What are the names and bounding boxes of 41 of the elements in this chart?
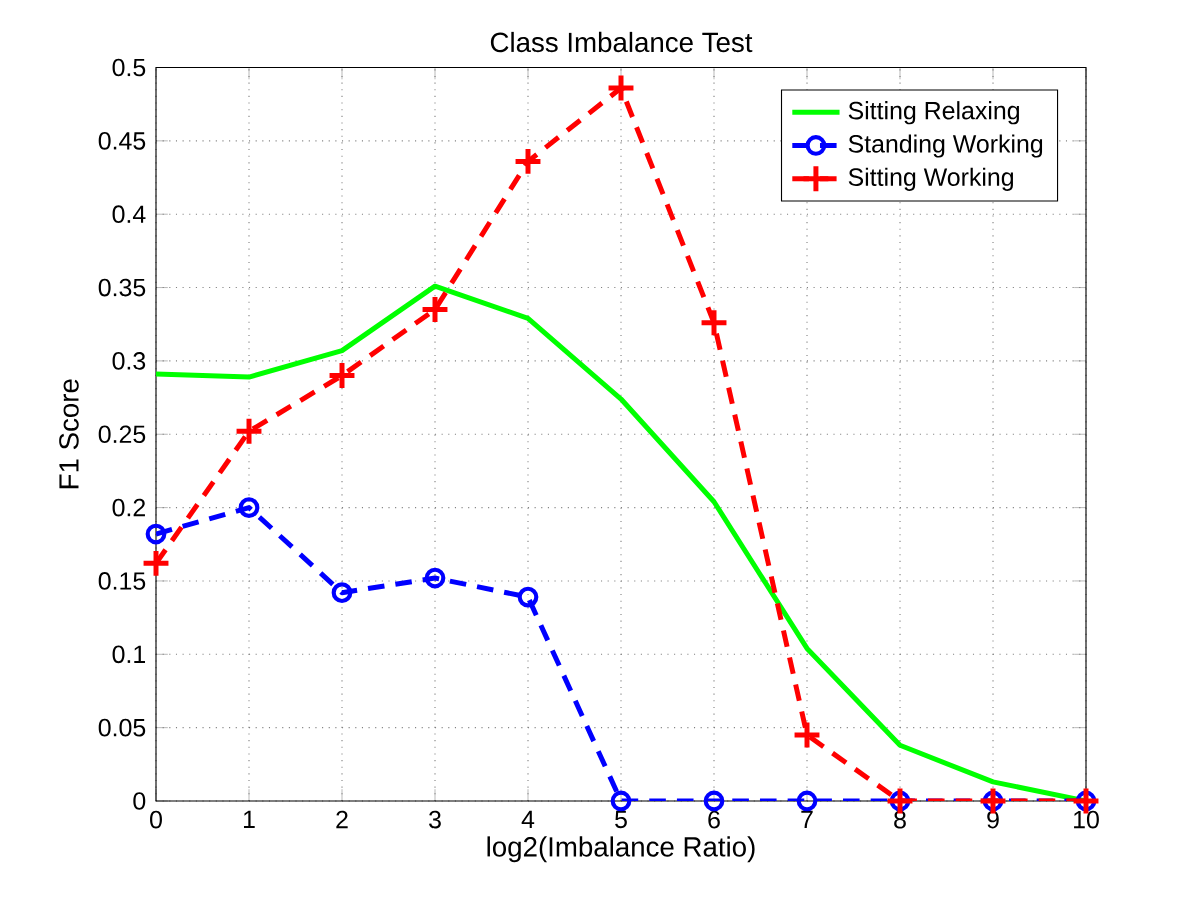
- legend-label: Sitting Working: [848, 167, 1013, 191]
- point: [331, 582, 353, 604]
- chart-title: Class Imbalance Test: [490, 31, 753, 53]
- x-tick-label: 3: [429, 810, 441, 829]
- point: [143, 550, 169, 576]
- point: [796, 790, 818, 812]
- x-tick-label: 1: [243, 810, 255, 828]
- point: [329, 363, 355, 389]
- point: [236, 418, 262, 444]
- y-tick-label: 0.4: [112, 205, 146, 224]
- x-tick-label: 7: [801, 810, 813, 828]
- y-tick-label: 0.35: [98, 278, 146, 297]
- point: [515, 148, 541, 174]
- legend-label: Standing Working: [848, 134, 1043, 158]
- y-tick-label: 0.15: [98, 572, 146, 590]
- legend-label: Sitting Relaxing: [848, 101, 1019, 125]
- y-tick-label: 0.1: [112, 645, 146, 664]
- point: [610, 790, 632, 812]
- x-axis-title: log2(Imbalance Ratio): [487, 836, 755, 863]
- y-tick-label: 0.05: [98, 718, 146, 737]
- point: [422, 297, 448, 323]
- y-tick-label: 0.2: [112, 498, 145, 517]
- x-tick-label: 5: [615, 810, 627, 829]
- y-axis-title: F1 Score: [59, 379, 79, 489]
- x-tick-label: 4: [521, 810, 535, 828]
- point: [517, 586, 539, 608]
- point: [424, 567, 446, 589]
- point: [145, 523, 167, 545]
- x-tick-label: 2: [336, 810, 348, 829]
- x-tick-label: 6: [708, 810, 720, 829]
- point: [608, 75, 634, 101]
- y-tick-label: 0.3: [112, 352, 146, 370]
- x-tick-label: 10: [1074, 810, 1099, 829]
- y-tick-label: 0.25: [98, 425, 146, 444]
- y-tick-label: 0.5: [112, 58, 146, 77]
- point: [701, 310, 727, 336]
- y-tick-label: 0.45: [98, 132, 146, 150]
- point: [703, 790, 725, 812]
- x-tick-label: 0: [150, 810, 162, 829]
- point: [238, 497, 260, 518]
- y-tick-label: 0: [133, 792, 146, 810]
